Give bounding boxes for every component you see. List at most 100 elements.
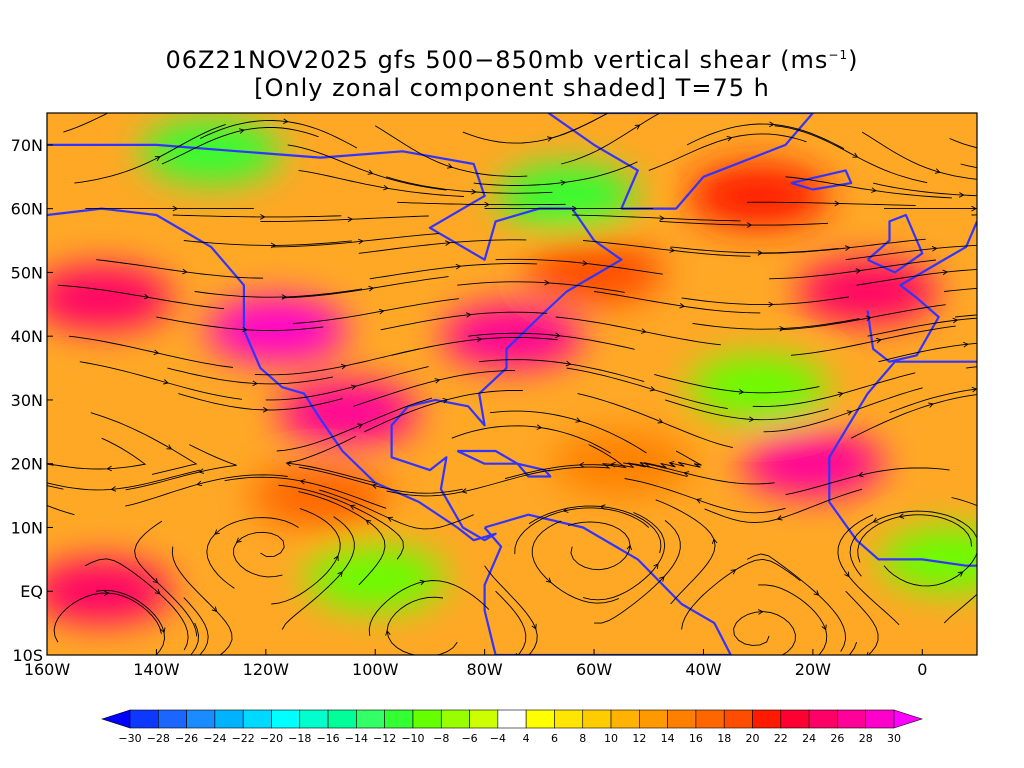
streamline-4 <box>386 596 458 655</box>
streamline-32 <box>206 517 299 589</box>
colorbar-box-1 <box>157 709 187 729</box>
streamline-arrow-19 <box>1015 531 1019 536</box>
colorbar-box-12 <box>469 709 499 729</box>
colorbar-label: −24 <box>203 732 226 745</box>
colorbar-label: −16 <box>316 732 339 745</box>
streamline-132 <box>287 144 447 191</box>
streamline-39 <box>849 510 961 577</box>
streamline-arrow-94 <box>544 279 550 286</box>
streamline-arrow-90 <box>143 293 150 300</box>
streamline-49 <box>785 467 950 496</box>
shear-shading-layer <box>47 113 977 655</box>
colorbar-label: 4 <box>523 732 530 745</box>
streamline-103 <box>358 239 527 254</box>
streamline-3 <box>368 580 490 636</box>
streamline-arrow-135 <box>625 101 630 105</box>
streamline-arrow-22 <box>235 537 242 544</box>
shear-feature-15 <box>551 431 692 496</box>
streamline-arrow-100 <box>182 268 188 275</box>
colorbar-box-24 <box>808 709 838 729</box>
streamline-arrow-120 <box>154 156 161 162</box>
streamline-arrow-61 <box>262 407 269 413</box>
colorbar: −30 −28 −26 −24 −22 −20 −18 −16 −14 −12 −10 −8 −6 −4 4… <box>101 709 923 745</box>
streamline-arrow-92 <box>368 285 375 292</box>
streamline-34 <box>318 489 474 530</box>
x-tick-label: 80W <box>467 660 503 679</box>
streamline-arrow-96 <box>768 301 774 308</box>
streamline-arrow-128 <box>958 192 965 198</box>
colorbar-box-9 <box>384 709 414 729</box>
streamline-arrow-6 <box>730 569 737 575</box>
streamline-102 <box>271 233 439 248</box>
colorbar-box-18 <box>639 709 668 729</box>
colorbar-label: −26 <box>175 732 198 745</box>
streamline-arrow-83 <box>465 312 472 318</box>
streamline-arrow-122 <box>383 184 389 191</box>
streamline-arrow-97 <box>855 268 862 274</box>
streamline-arrow-29 <box>898 513 905 519</box>
streamline-109 <box>983 240 1024 252</box>
streamline-35 <box>531 520 620 604</box>
streamline-67 <box>752 372 916 407</box>
streamline-50 <box>47 437 147 470</box>
plot-frame <box>46 112 978 656</box>
streamline-arrow-0 <box>103 590 110 596</box>
shear-feature-7 <box>742 431 883 496</box>
streamline-77 <box>790 325 956 356</box>
streamline-122 <box>298 169 464 197</box>
streamline-arrow-32 <box>214 529 220 535</box>
streamline-arrow-98 <box>942 269 949 276</box>
colorbar-box-26 <box>865 709 895 729</box>
streamline-arrow-33 <box>299 479 306 485</box>
streamline-31 <box>134 520 198 637</box>
streamline-arrow-10 <box>160 627 166 634</box>
streamline-arrow-110 <box>172 205 179 212</box>
colorbar-box-6 <box>299 709 329 729</box>
chart-title-line2: [Only zonal component shaded] T=75 h <box>254 74 770 102</box>
y-tick-label: 30N <box>11 391 43 410</box>
streamline-24 <box>484 565 538 655</box>
streamline-arrow-138 <box>934 168 941 174</box>
streamline-119 <box>971 214 977 216</box>
streamline-arrow-112 <box>347 216 354 223</box>
shear-feature-10 <box>141 119 282 184</box>
streamline-127 <box>785 176 952 199</box>
coastline-8 <box>516 462 552 478</box>
streamline-arrow-123 <box>471 189 477 195</box>
streamline-arrow-87 <box>865 315 872 322</box>
streamline-arrow-37 <box>695 498 702 504</box>
streamline-arrow-13 <box>365 519 372 525</box>
colorbar-box-2 <box>186 709 216 729</box>
streamline-arrow-60 <box>166 444 173 450</box>
streamline-38 <box>837 514 900 626</box>
streamline-arrow-65 <box>657 418 664 424</box>
streamline-arrow-117 <box>834 200 841 207</box>
streamline-16 <box>655 499 716 605</box>
streamline-arrow-24 <box>531 623 537 630</box>
streamline-arrow-4 <box>385 629 391 636</box>
streamline-arrow-133 <box>447 163 453 169</box>
streamline-arrow-64 <box>575 417 582 423</box>
streamline-12 <box>271 508 341 605</box>
colorbar-box-5 <box>271 709 301 729</box>
streamline-86 <box>692 318 860 330</box>
streamline-105 <box>583 240 751 257</box>
streamline-5 <box>594 520 681 624</box>
streamline-18 <box>845 590 879 655</box>
streamline-arrow-17 <box>821 624 827 631</box>
streamline-73 <box>391 337 558 356</box>
title-line1-text: 06Z21NOV2025 gfs 500−850mb vertical shea… <box>165 46 829 74</box>
streamline-128 <box>872 182 977 197</box>
x-tick-label: 20W <box>795 660 831 679</box>
streamline-arrow-114 <box>571 205 578 212</box>
x-tick-label: 140W <box>133 660 180 679</box>
streamline-116 <box>659 220 829 226</box>
streamline-41 <box>47 469 201 491</box>
colorbar-box-4 <box>242 709 272 729</box>
streamline-130 <box>63 113 109 133</box>
colorbar-label: −14 <box>345 732 368 745</box>
colorbar-min-triangle <box>101 709 131 729</box>
streamline-arrow-82 <box>378 308 385 315</box>
streamline-11 <box>183 597 209 655</box>
streamline-22 <box>233 531 285 578</box>
